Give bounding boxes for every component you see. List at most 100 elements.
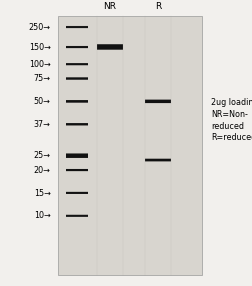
Bar	[66, 123, 88, 124]
Bar	[96, 48, 123, 49]
Bar	[66, 102, 88, 103]
Bar	[66, 64, 88, 65]
Bar	[144, 100, 171, 101]
Bar	[66, 102, 88, 103]
Text: NR: NR	[103, 2, 116, 11]
Bar	[66, 26, 88, 27]
Bar	[66, 63, 88, 64]
Bar	[66, 191, 88, 192]
Bar	[144, 159, 171, 160]
Bar	[66, 77, 88, 78]
Bar	[96, 44, 123, 45]
Bar	[96, 45, 123, 46]
Bar	[66, 25, 88, 26]
Bar	[66, 79, 88, 80]
Bar	[144, 160, 171, 161]
Bar	[96, 47, 123, 48]
Bar	[144, 99, 171, 100]
Bar	[66, 191, 88, 192]
Bar	[66, 169, 88, 170]
Bar	[66, 170, 88, 171]
Bar	[96, 47, 123, 48]
Bar	[66, 46, 88, 47]
Bar	[66, 157, 88, 158]
Bar	[66, 101, 88, 102]
Bar	[66, 124, 88, 125]
Bar	[96, 44, 123, 45]
Bar	[144, 161, 171, 162]
Bar	[144, 100, 171, 101]
Bar	[66, 170, 88, 171]
Bar	[66, 27, 88, 28]
Bar	[66, 193, 88, 194]
Bar	[66, 28, 88, 29]
Bar	[66, 156, 88, 157]
Bar	[144, 159, 171, 160]
Bar	[66, 170, 88, 171]
Bar	[66, 168, 88, 169]
Bar	[66, 64, 88, 65]
Bar	[144, 102, 171, 103]
Bar	[66, 28, 88, 29]
Bar	[66, 125, 88, 126]
Bar	[66, 171, 88, 172]
Bar	[66, 169, 88, 170]
Bar	[66, 63, 88, 64]
Bar	[66, 45, 88, 46]
Bar	[66, 156, 88, 157]
Bar	[66, 78, 88, 79]
Bar	[66, 27, 88, 28]
Bar	[66, 215, 88, 216]
Bar	[66, 154, 88, 155]
Bar	[66, 78, 88, 79]
Bar	[66, 216, 88, 217]
Bar	[66, 47, 88, 48]
Bar	[66, 101, 88, 102]
Bar	[66, 168, 88, 169]
Bar	[66, 125, 88, 126]
Bar	[58, 16, 202, 275]
Bar	[66, 123, 88, 124]
Bar	[66, 101, 88, 102]
Bar	[66, 102, 88, 103]
Bar	[66, 214, 88, 215]
Bar	[66, 77, 88, 78]
Bar	[66, 124, 88, 125]
Bar	[144, 159, 171, 160]
Bar	[144, 103, 171, 104]
Bar	[66, 214, 88, 215]
Bar	[144, 159, 171, 160]
Text: 20→: 20→	[34, 166, 50, 175]
Bar	[66, 78, 88, 79]
Bar	[66, 64, 88, 65]
Bar	[96, 49, 123, 50]
Bar	[144, 158, 171, 159]
Bar	[66, 100, 88, 101]
Bar	[144, 103, 171, 104]
Bar	[66, 214, 88, 215]
Bar	[144, 161, 171, 162]
Text: R: R	[154, 2, 161, 11]
Bar	[66, 156, 88, 157]
Bar	[144, 100, 171, 101]
Bar	[66, 27, 88, 28]
Bar	[66, 155, 88, 156]
Bar	[144, 161, 171, 162]
Bar	[66, 48, 88, 49]
Bar	[66, 65, 88, 66]
Bar	[66, 26, 88, 27]
Bar	[66, 170, 88, 171]
Bar	[66, 78, 88, 79]
Bar	[66, 47, 88, 48]
Bar	[66, 27, 88, 28]
Bar	[66, 169, 88, 170]
Bar	[66, 192, 88, 193]
Bar	[66, 192, 88, 193]
Bar	[66, 79, 88, 80]
Bar	[66, 100, 88, 101]
Bar	[144, 158, 171, 159]
Bar	[144, 101, 171, 102]
Bar	[96, 46, 123, 47]
Bar	[66, 101, 88, 102]
Text: 15→: 15→	[34, 188, 50, 198]
